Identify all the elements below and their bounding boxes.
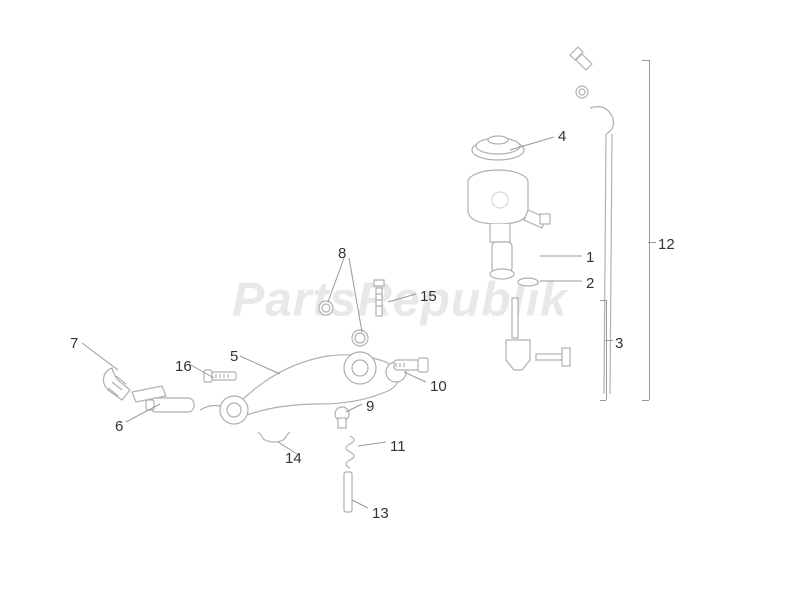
callout-8: 8 <box>338 245 346 262</box>
bracket-12-top <box>642 60 649 62</box>
callout-5: 5 <box>230 348 238 365</box>
callout-10: 10 <box>430 378 447 395</box>
bracket-12-bot <box>642 400 649 402</box>
bracket-3-bot <box>600 400 606 402</box>
callout-13: 13 <box>372 505 389 522</box>
callout-3: 3 <box>615 335 623 352</box>
parts-diagram <box>0 0 800 600</box>
callout-9: 9 <box>366 398 374 415</box>
callout-16: 16 <box>175 358 192 375</box>
callout-2: 2 <box>586 275 594 292</box>
callout-1: 1 <box>586 249 594 266</box>
callout-14: 14 <box>285 450 302 467</box>
callout-6: 6 <box>115 418 123 435</box>
callout-15: 15 <box>420 288 437 305</box>
bracket-3-top <box>600 300 606 302</box>
bracket-3-mid <box>605 340 613 342</box>
bracket-12 <box>648 60 650 400</box>
callout-11: 11 <box>390 438 406 455</box>
callout-12: 12 <box>658 236 675 253</box>
bracket-3 <box>605 300 607 400</box>
bracket-12-mid <box>648 242 656 244</box>
callout-7: 7 <box>70 335 78 352</box>
callout-4: 4 <box>558 128 566 145</box>
